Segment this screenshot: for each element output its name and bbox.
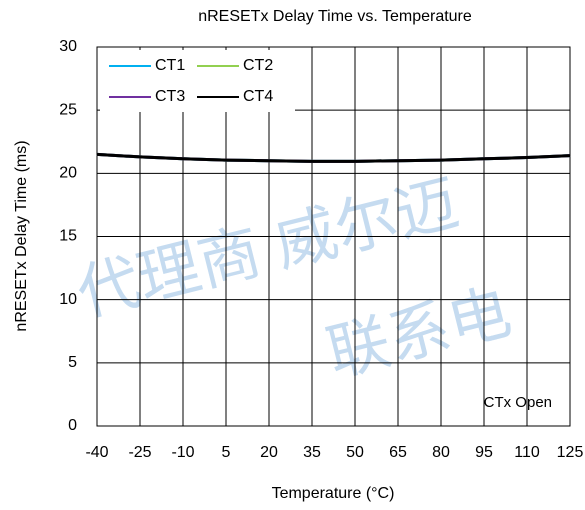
x-tick-label: -40 bbox=[85, 444, 108, 461]
x-tick-label: 125 bbox=[557, 444, 584, 461]
watermark: 联系电 bbox=[321, 278, 518, 390]
data-line bbox=[96, 152, 571, 163]
legend-label: CT3 bbox=[155, 88, 185, 105]
y-tick-label: 25 bbox=[59, 101, 77, 118]
y-tick-label: 20 bbox=[59, 165, 77, 182]
legend-box bbox=[100, 50, 295, 112]
x-tick-label: -25 bbox=[128, 444, 151, 461]
x-tick-label: 110 bbox=[514, 444, 540, 461]
y-axis-label: nRESETx Delay Time (ms) bbox=[13, 140, 30, 331]
chart-title: nRESETx Delay Time vs. Temperature bbox=[198, 8, 472, 25]
y-tick-label: 10 bbox=[59, 291, 77, 308]
x-tick-label: -10 bbox=[171, 444, 194, 461]
y-tick-label: 30 bbox=[59, 38, 77, 55]
legend-label: CT1 bbox=[155, 57, 185, 74]
x-tick-label: 35 bbox=[303, 444, 321, 461]
x-tick-label: 5 bbox=[222, 444, 231, 461]
plot-border bbox=[96, 46, 571, 427]
x-tick-label: 65 bbox=[389, 444, 407, 461]
legend-label: CT4 bbox=[243, 88, 273, 105]
x-tick-label: 20 bbox=[260, 444, 278, 461]
x-tick-label: 50 bbox=[346, 444, 364, 461]
y-tick-label: 15 bbox=[59, 228, 77, 245]
x-axis-label: Temperature (°C) bbox=[272, 485, 395, 502]
y-tick-label: 5 bbox=[68, 354, 77, 371]
legend-label: CT2 bbox=[243, 57, 273, 74]
x-tick-label: 80 bbox=[432, 444, 450, 461]
annotation: CTx Open bbox=[484, 394, 552, 411]
y-tick-label: 0 bbox=[68, 417, 77, 434]
x-tick-label: 95 bbox=[475, 444, 493, 461]
